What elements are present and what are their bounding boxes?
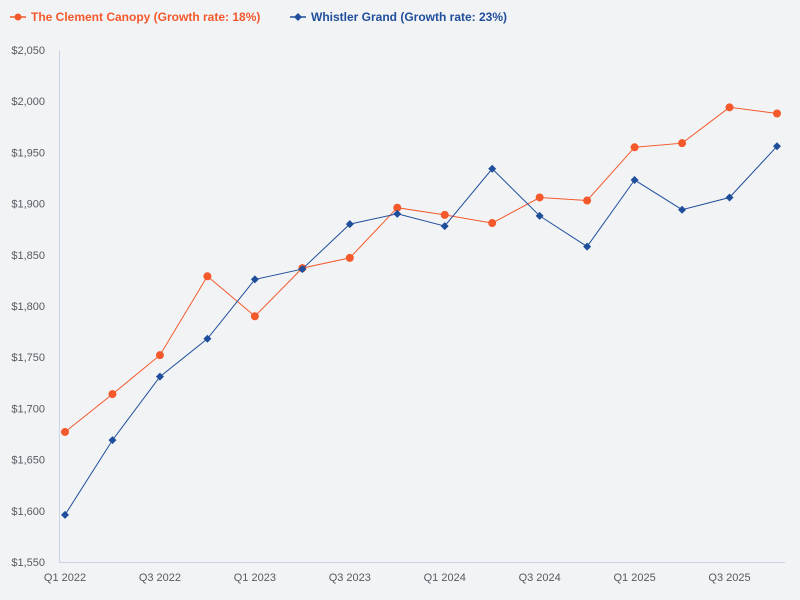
legend-marker bbox=[14, 13, 22, 21]
y-axis-ticks: $1,550 $1,600 $1,650 $1,700 $1,750 $1,800 $1,8… bbox=[11, 45, 45, 569]
data-point[interactable] bbox=[250, 275, 259, 284]
y-tick-label: $1,800 bbox=[11, 301, 45, 313]
data-point[interactable] bbox=[630, 143, 639, 152]
data-point[interactable] bbox=[488, 164, 497, 173]
data-point[interactable] bbox=[155, 351, 164, 360]
y-tick-label: $1,850 bbox=[11, 250, 45, 262]
y-tick-label: $1,900 bbox=[11, 199, 45, 211]
series-group bbox=[61, 103, 781, 519]
data-point[interactable] bbox=[61, 510, 69, 519]
data-point[interactable] bbox=[773, 109, 781, 118]
legend: The Clement Canopy (Growth rate: 18%) Whi… bbox=[10, 10, 507, 24]
data-point[interactable] bbox=[440, 222, 449, 231]
x-axis-ticks: Q1 2022 Q3 2022 Q1 2023 Q3 2023 Q1 2024 Q3 20… bbox=[44, 572, 751, 584]
x-tick-label: Q3 2022 bbox=[139, 572, 181, 584]
data-point[interactable] bbox=[108, 390, 117, 399]
data-point[interactable] bbox=[250, 312, 259, 321]
y-tick-label: $1,550 bbox=[11, 557, 45, 569]
data-point[interactable] bbox=[203, 334, 212, 343]
data-point[interactable] bbox=[678, 205, 687, 214]
legend-label: Whistler Grand (Growth rate: 23%) bbox=[311, 10, 507, 24]
y-tick-label: $1,600 bbox=[11, 506, 45, 518]
y-tick-label: $1,650 bbox=[11, 455, 45, 467]
data-point[interactable] bbox=[678, 139, 687, 148]
data-point[interactable] bbox=[535, 211, 544, 220]
data-point[interactable] bbox=[393, 209, 402, 218]
data-point[interactable] bbox=[108, 436, 117, 445]
legend-item-0[interactable]: The Clement Canopy (Growth rate: 18%) bbox=[10, 10, 260, 24]
data-point[interactable] bbox=[725, 193, 734, 202]
data-point[interactable] bbox=[61, 427, 69, 436]
series-1 bbox=[61, 142, 781, 519]
x-tick-label: Q1 2022 bbox=[44, 572, 86, 584]
y-tick-label: $1,750 bbox=[11, 352, 45, 364]
data-point[interactable] bbox=[773, 142, 781, 151]
x-tick-label: Q1 2025 bbox=[613, 572, 655, 584]
data-point[interactable] bbox=[630, 176, 639, 185]
y-tick-label: $2,000 bbox=[11, 96, 45, 108]
x-tick-label: Q1 2023 bbox=[234, 572, 276, 584]
x-tick-label: Q1 2024 bbox=[424, 572, 466, 584]
x-tick-label: Q3 2025 bbox=[708, 572, 750, 584]
series-0 bbox=[61, 103, 781, 436]
y-tick-label: $1,700 bbox=[11, 403, 45, 415]
data-point[interactable] bbox=[440, 210, 449, 219]
data-point[interactable] bbox=[155, 372, 164, 381]
y-tick-label: $2,050 bbox=[11, 45, 45, 57]
legend-item-1[interactable]: Whistler Grand (Growth rate: 23%) bbox=[290, 10, 507, 24]
data-point[interactable] bbox=[725, 103, 734, 112]
data-point[interactable] bbox=[298, 265, 307, 274]
data-point[interactable] bbox=[345, 253, 354, 262]
data-point[interactable] bbox=[583, 242, 592, 251]
data-point[interactable] bbox=[203, 272, 212, 281]
series-line bbox=[64, 145, 778, 516]
data-point[interactable] bbox=[535, 193, 544, 202]
y-tick-label: $1,950 bbox=[11, 147, 45, 159]
data-point[interactable] bbox=[583, 196, 592, 205]
x-tick-label: Q3 2024 bbox=[519, 572, 561, 584]
x-tick-label: Q3 2023 bbox=[329, 572, 371, 584]
data-point[interactable] bbox=[488, 219, 497, 228]
legend-marker bbox=[294, 13, 302, 21]
legend-label: The Clement Canopy (Growth rate: 18%) bbox=[31, 10, 260, 24]
series-line bbox=[64, 106, 778, 433]
data-point[interactable] bbox=[393, 203, 402, 212]
data-point[interactable] bbox=[345, 220, 354, 229]
